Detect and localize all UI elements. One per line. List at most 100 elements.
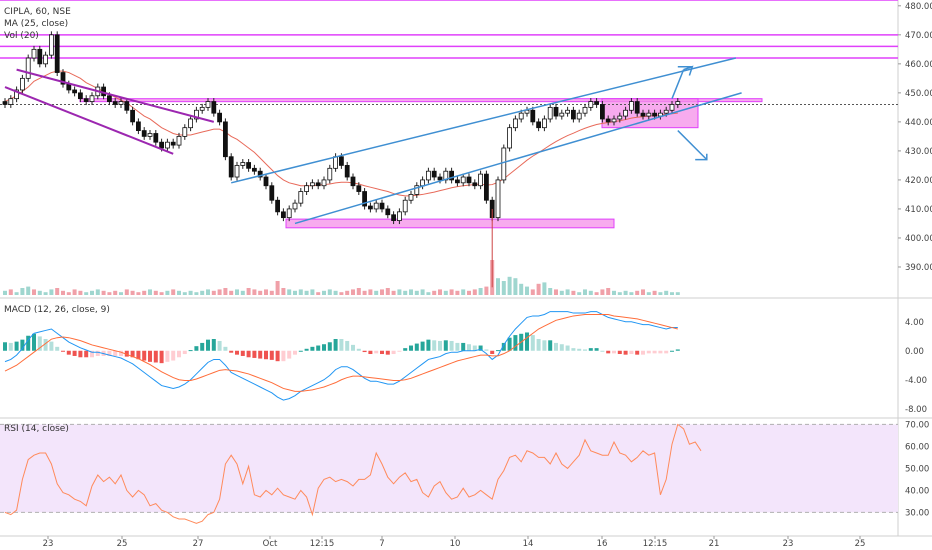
candle[interactable] bbox=[8, 98, 14, 105]
candle[interactable] bbox=[304, 185, 310, 192]
candle[interactable] bbox=[600, 104, 605, 120]
candle[interactable] bbox=[37, 48, 43, 65]
candle[interactable] bbox=[634, 101, 640, 114]
candle[interactable] bbox=[159, 141, 165, 149]
candle[interactable] bbox=[530, 109, 536, 123]
candle[interactable] bbox=[379, 202, 385, 210]
channel-lower-line[interactable] bbox=[4, 86, 174, 155]
candle[interactable] bbox=[298, 191, 304, 204]
candle[interactable] bbox=[153, 133, 159, 143]
candle[interactable] bbox=[588, 101, 594, 108]
candle[interactable] bbox=[565, 109, 570, 114]
candle[interactable] bbox=[495, 179, 501, 219]
candle[interactable] bbox=[414, 185, 420, 195]
candle[interactable] bbox=[571, 109, 576, 120]
candle[interactable] bbox=[542, 118, 547, 129]
candle[interactable] bbox=[118, 101, 124, 105]
candle[interactable] bbox=[431, 170, 437, 178]
candle[interactable] bbox=[396, 211, 402, 221]
candle[interactable] bbox=[478, 173, 484, 187]
candle[interactable] bbox=[72, 89, 77, 94]
candle[interactable] bbox=[280, 211, 286, 219]
candle[interactable] bbox=[49, 34, 54, 56]
candle[interactable] bbox=[83, 98, 89, 102]
candle[interactable] bbox=[222, 121, 228, 158]
candle[interactable] bbox=[124, 101, 130, 111]
candle[interactable] bbox=[460, 176, 466, 184]
rising-channel-upper[interactable] bbox=[231, 57, 736, 184]
candle[interactable] bbox=[269, 185, 275, 201]
candle[interactable] bbox=[582, 106, 588, 114]
candle[interactable] bbox=[617, 115, 623, 120]
candle[interactable] bbox=[193, 109, 199, 120]
candle[interactable] bbox=[623, 109, 628, 117]
candle[interactable] bbox=[188, 118, 194, 129]
candle[interactable] bbox=[205, 101, 211, 108]
candle[interactable] bbox=[315, 182, 321, 187]
candle[interactable] bbox=[257, 170, 263, 178]
candle[interactable] bbox=[43, 54, 48, 65]
channel-upper-line[interactable] bbox=[16, 68, 215, 123]
candle[interactable] bbox=[246, 162, 252, 169]
candle[interactable] bbox=[164, 141, 170, 149]
candle[interactable] bbox=[228, 156, 234, 178]
candle[interactable] bbox=[518, 112, 524, 120]
candle[interactable] bbox=[25, 57, 31, 79]
candle[interactable] bbox=[385, 208, 391, 216]
candle[interactable] bbox=[60, 72, 66, 85]
candle[interactable] bbox=[211, 101, 217, 114]
candle[interactable] bbox=[309, 182, 315, 187]
candle[interactable] bbox=[559, 112, 565, 117]
candle[interactable] bbox=[286, 208, 292, 219]
candle[interactable] bbox=[141, 130, 147, 137]
candle[interactable] bbox=[135, 121, 141, 131]
candle[interactable] bbox=[234, 165, 240, 178]
candle[interactable] bbox=[199, 106, 205, 111]
candle[interactable] bbox=[217, 112, 223, 123]
candle[interactable] bbox=[251, 167, 257, 172]
rising-channel-lower[interactable] bbox=[294, 92, 742, 225]
candle[interactable] bbox=[275, 199, 281, 213]
candle[interactable] bbox=[240, 162, 246, 166]
candle[interactable] bbox=[663, 109, 669, 114]
candle[interactable] bbox=[466, 176, 472, 184]
candle[interactable] bbox=[333, 156, 339, 169]
candle[interactable] bbox=[605, 118, 611, 123]
candle[interactable] bbox=[594, 101, 599, 105]
candle[interactable] bbox=[338, 156, 344, 166]
candle[interactable] bbox=[66, 83, 72, 91]
candle[interactable] bbox=[420, 179, 426, 187]
candle[interactable] bbox=[321, 179, 327, 187]
candle[interactable] bbox=[89, 95, 95, 102]
candle[interactable] bbox=[449, 170, 455, 181]
candle[interactable] bbox=[130, 109, 136, 123]
candle[interactable] bbox=[402, 199, 408, 213]
candle[interactable] bbox=[170, 141, 176, 146]
candle[interactable] bbox=[675, 101, 681, 105]
candle[interactable] bbox=[19, 77, 25, 91]
candle[interactable] bbox=[611, 118, 617, 123]
candle[interactable] bbox=[646, 112, 652, 117]
candle[interactable] bbox=[547, 106, 553, 120]
candle[interactable] bbox=[107, 95, 112, 102]
candle[interactable] bbox=[472, 182, 478, 187]
candle[interactable] bbox=[425, 170, 431, 181]
candle[interactable] bbox=[78, 92, 83, 100]
candle[interactable] bbox=[640, 112, 646, 117]
candle[interactable] bbox=[629, 101, 634, 111]
candle[interactable] bbox=[513, 118, 518, 129]
candle[interactable] bbox=[2, 101, 8, 105]
candle[interactable] bbox=[408, 194, 414, 201]
candle[interactable] bbox=[176, 135, 182, 146]
candle[interactable] bbox=[112, 101, 118, 105]
candle[interactable] bbox=[553, 106, 559, 117]
candle[interactable] bbox=[669, 104, 675, 111]
candle[interactable] bbox=[327, 167, 333, 181]
candle[interactable] bbox=[362, 191, 368, 207]
candle[interactable] bbox=[507, 127, 513, 149]
candle[interactable] bbox=[356, 185, 362, 192]
candle[interactable] bbox=[501, 147, 507, 181]
candle[interactable] bbox=[367, 205, 373, 210]
candle[interactable] bbox=[437, 176, 443, 181]
candle[interactable] bbox=[14, 89, 20, 100]
